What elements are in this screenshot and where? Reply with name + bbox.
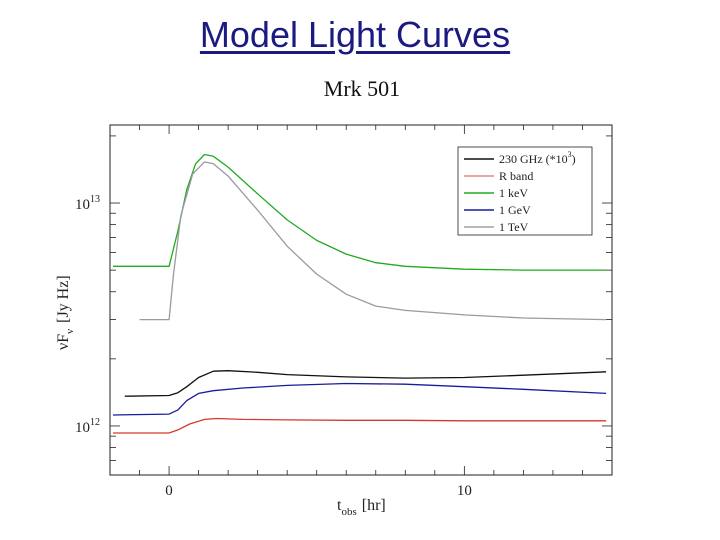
y-axis-label-unit: [Jy Hz] — [55, 275, 72, 323]
slide-title-text: Model Light Curves — [199, 14, 511, 55]
y-axis-label-main: νF — [55, 334, 72, 350]
series-line-2 — [113, 417, 607, 434]
legend: 230 GHz (*103) R band 1 keV 1 GeV 1 TeV — [457, 146, 593, 236]
y-axis-label-sub: ν — [64, 329, 76, 334]
y-tick-label: 1012 — [75, 417, 100, 436]
x-axis-label-unit: [hr] — [362, 497, 386, 514]
legend-label: 1 TeV — [499, 220, 529, 234]
series-line-4 — [112, 382, 607, 416]
series-line-5 — [139, 161, 607, 321]
y-tick-label-exp: 13 — [90, 194, 100, 205]
x-tick-label: 10 — [457, 483, 472, 499]
plot-frame — [109, 124, 613, 476]
legend-label: 1 GeV — [499, 203, 531, 217]
x-axis-label-main: t — [337, 497, 342, 514]
legend-label-text: 1 GeV — [499, 203, 531, 217]
y-tick-label-base: 10 — [75, 420, 90, 436]
chart-title: Mrk 501 — [324, 76, 400, 101]
legend-label: 230 GHz (*103) — [499, 150, 576, 166]
legend-label-text: 1 TeV — [499, 220, 529, 234]
y-tick-label-base: 10 — [75, 197, 90, 213]
legend-label-text: R band — [499, 169, 533, 183]
x-axis-label-sub: obs — [341, 506, 356, 518]
legend-label: 1 keV — [499, 186, 528, 200]
legend-label-tail: ) — [572, 152, 576, 166]
y-tick-label-exp: 12 — [90, 417, 100, 428]
legend-box — [457, 146, 593, 236]
legend-label: R band — [499, 169, 533, 183]
legend-label-text: 1 keV — [499, 186, 528, 200]
series-layer — [112, 153, 607, 434]
series-line-1 — [124, 370, 607, 397]
y-tick-label: 1013 — [75, 194, 100, 213]
legend-label-sup: 3 — [568, 150, 572, 159]
slide-title: Model Light Curves — [0, 14, 710, 56]
x-tick-label: 0 — [165, 483, 173, 499]
y-axis-label: νFν [Jy Hz] — [55, 275, 76, 350]
legend-label-text: 230 GHz (*10 — [499, 152, 568, 166]
x-axis-label: tobs [hr] — [337, 497, 386, 518]
